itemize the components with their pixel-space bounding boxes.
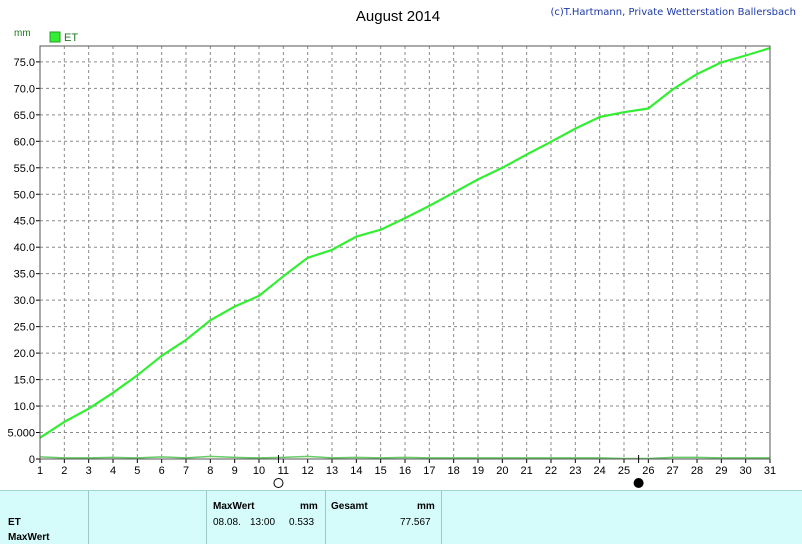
- x-tick-label: 24: [594, 465, 606, 477]
- max-value: 0.533: [289, 517, 315, 528]
- row-label-maxwert: MaxWert: [8, 532, 50, 543]
- total-value: 77.567: [400, 517, 431, 528]
- x-tick-label: 7: [183, 465, 189, 477]
- y-tick-label: 70.0: [14, 83, 35, 95]
- row-label-et: ET: [8, 517, 21, 528]
- y-tick-label: 40.0: [14, 242, 35, 254]
- legend-swatch: [49, 31, 61, 43]
- table-divider: [441, 491, 442, 544]
- y-tick-label: 50.0: [14, 189, 35, 201]
- x-tick-label: 18: [448, 465, 460, 477]
- x-tick-label: 15: [375, 465, 387, 477]
- x-tick-label: 23: [569, 465, 581, 477]
- total-unit: mm: [417, 501, 435, 512]
- total-header: Gesamt: [331, 501, 368, 512]
- x-tick-label: 31: [764, 465, 776, 477]
- y-tick-label: 65.0: [14, 110, 35, 122]
- x-tick-label: 11: [278, 465, 289, 477]
- y-axis: 0 5.000 10.0 15.0 20.0 25.0 30.0 35.0 40.0 45.0 50…: [7, 57, 40, 466]
- x-tick-label: 21: [521, 465, 533, 477]
- max-date: 08.08.: [213, 517, 241, 528]
- x-tick-label: 17: [423, 465, 435, 477]
- x-tick-label: 28: [691, 465, 703, 477]
- x-tick-label: 12: [302, 465, 314, 477]
- copyright-text: (c)T.Hartmann, Private Wetterstation Bal…: [550, 7, 796, 18]
- y-tick-label: 5.000: [7, 428, 35, 440]
- moon-phase-markers: [273, 455, 644, 488]
- x-tick-label: 20: [496, 465, 508, 477]
- table-divider: [325, 491, 326, 544]
- x-tick-label: 27: [667, 465, 679, 477]
- x-tick-label: 16: [399, 465, 411, 477]
- y-tick-label: 75.0: [14, 57, 35, 69]
- table-divider: [88, 491, 89, 544]
- y-tick-label: 60.0: [14, 136, 35, 148]
- y-tick-label: 15.0: [14, 375, 35, 387]
- y-tick-label: 25.0: [14, 322, 35, 334]
- series-line-et: [39, 47, 771, 439]
- y-tick-label: 10.0: [14, 401, 35, 413]
- x-tick-label: 1: [37, 465, 43, 477]
- y-tick-label: 35.0: [14, 269, 35, 281]
- full-moon-icon: [273, 478, 284, 488]
- x-tick-label: 14: [350, 465, 362, 477]
- x-tick-label: 6: [159, 465, 165, 477]
- x-tick-label: 2: [61, 465, 67, 477]
- x-tick-label: 9: [232, 465, 238, 477]
- legend-label: ET: [64, 32, 78, 44]
- series-line-et-hourly: [39, 455, 770, 460]
- x-tick-label: 3: [86, 465, 92, 477]
- plot-frame: [39, 45, 771, 460]
- table-divider: [206, 491, 207, 544]
- grid-lines: [40, 46, 770, 459]
- et-chart: August 2014 (c)T.Hartmann, Private Wette…: [7, 7, 796, 488]
- x-tick-label: 13: [326, 465, 338, 477]
- y-unit-label: mm: [14, 28, 31, 39]
- x-tick-label: 10: [253, 465, 265, 477]
- y-tick-label: 20.0: [14, 348, 35, 360]
- x-tick-label: 4: [110, 465, 116, 477]
- x-axis: 1 2 3 4 5 6 7 8 9 10 11 12 13 14 15 16 17 18 19 20 21 22 23 24 2…: [37, 459, 776, 477]
- x-tick-label: 22: [545, 465, 557, 477]
- x-tick-label: 26: [642, 465, 654, 477]
- y-tick-label: 30.0: [14, 295, 35, 307]
- max-time: 13:00: [250, 517, 276, 528]
- y-tick-label: 45.0: [14, 216, 35, 228]
- max-unit: mm: [300, 501, 318, 512]
- y-tick-label: 0: [29, 454, 35, 466]
- x-tick-label: 30: [740, 465, 752, 477]
- chart-title: August 2014: [356, 8, 440, 25]
- summary-table: MaxWert mm Gesamt mm ET 08.08. 13:00 0.5…: [0, 490, 802, 544]
- x-tick-label: 29: [715, 465, 727, 477]
- x-tick-label: 8: [207, 465, 213, 477]
- y-tick-label: 55.0: [14, 163, 35, 175]
- x-tick-label: 25: [618, 465, 630, 477]
- x-tick-label: 5: [134, 465, 140, 477]
- x-tick-label: 19: [472, 465, 484, 477]
- new-moon-icon: [633, 478, 644, 488]
- max-header: MaxWert: [213, 501, 255, 512]
